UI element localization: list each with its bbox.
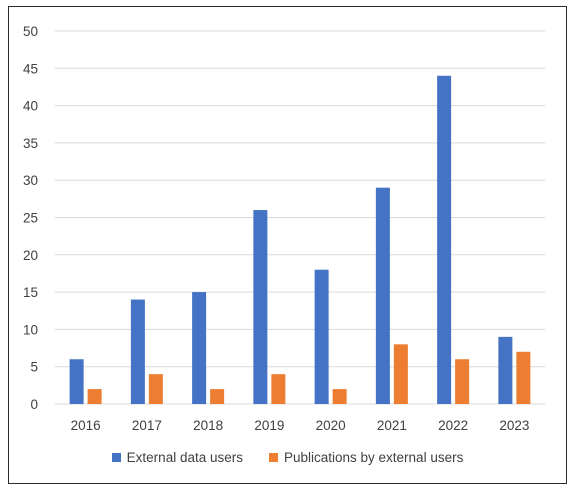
bar-series-2-2018 <box>210 389 225 404</box>
bar-series-1-2017 <box>130 299 145 404</box>
y-tick-label: 25 <box>23 211 38 226</box>
x-tick-label: 2016 <box>71 418 101 433</box>
chart-frame: 0 5 10 15 20 25 30 35 40 45 50 2016 2017 2018 2019 2020… <box>8 6 567 484</box>
bar-series-1-2019 <box>253 210 268 404</box>
bar-series-1-2023 <box>498 336 513 404</box>
bar-series-2-2020 <box>332 389 347 404</box>
x-tick-label: 2019 <box>254 418 284 433</box>
x-tick-label: 2020 <box>316 418 346 433</box>
y-tick-label: 50 <box>23 24 38 39</box>
y-tick-label: 35 <box>23 136 38 151</box>
legend-item-series-2: Publications by external users <box>268 450 464 465</box>
bar-series-2-2021 <box>393 344 408 404</box>
bar-series-2-2019 <box>271 374 286 404</box>
y-tick-label: 40 <box>23 99 38 114</box>
chart-legend: External data users Publications by exte… <box>9 450 566 465</box>
legend-item-series-1: External data users <box>111 450 243 465</box>
bar-series-1-2022 <box>437 75 452 404</box>
legend-label-series-1: External data users <box>126 450 243 465</box>
bar-series-2-2023 <box>516 351 531 404</box>
bar-series-1-2018 <box>192 292 207 404</box>
bar-series-2-2017 <box>148 374 163 404</box>
y-tick-label: 10 <box>23 322 38 337</box>
bar-series-1-2021 <box>375 187 390 404</box>
x-tick-label: 2023 <box>499 418 529 433</box>
legend-swatch-series-2 <box>268 453 278 462</box>
bar-series-1-2016 <box>69 359 84 404</box>
x-tick-label: 2018 <box>193 418 223 433</box>
bar-series-2-2022 <box>455 359 470 404</box>
y-tick-label: 20 <box>23 248 38 263</box>
y-tick-label: 45 <box>23 61 38 76</box>
y-tick-label: 15 <box>23 285 38 300</box>
y-tick-label: 30 <box>23 173 38 188</box>
x-tick-label: 2017 <box>132 418 162 433</box>
y-tick-label: 5 <box>30 360 38 375</box>
x-tick-label: 2021 <box>377 418 407 433</box>
bar-series-1-2020 <box>314 269 329 404</box>
legend-swatch-series-1 <box>111 453 121 462</box>
bar-chart: 0 5 10 15 20 25 30 35 40 45 50 2016 2017 2018 2019 2020… <box>23 24 545 433</box>
legend-label-series-2: Publications by external users <box>283 450 464 465</box>
bar-series-2-2016 <box>87 389 102 404</box>
y-tick-label: 0 <box>30 397 38 412</box>
x-tick-label: 2022 <box>438 418 468 433</box>
